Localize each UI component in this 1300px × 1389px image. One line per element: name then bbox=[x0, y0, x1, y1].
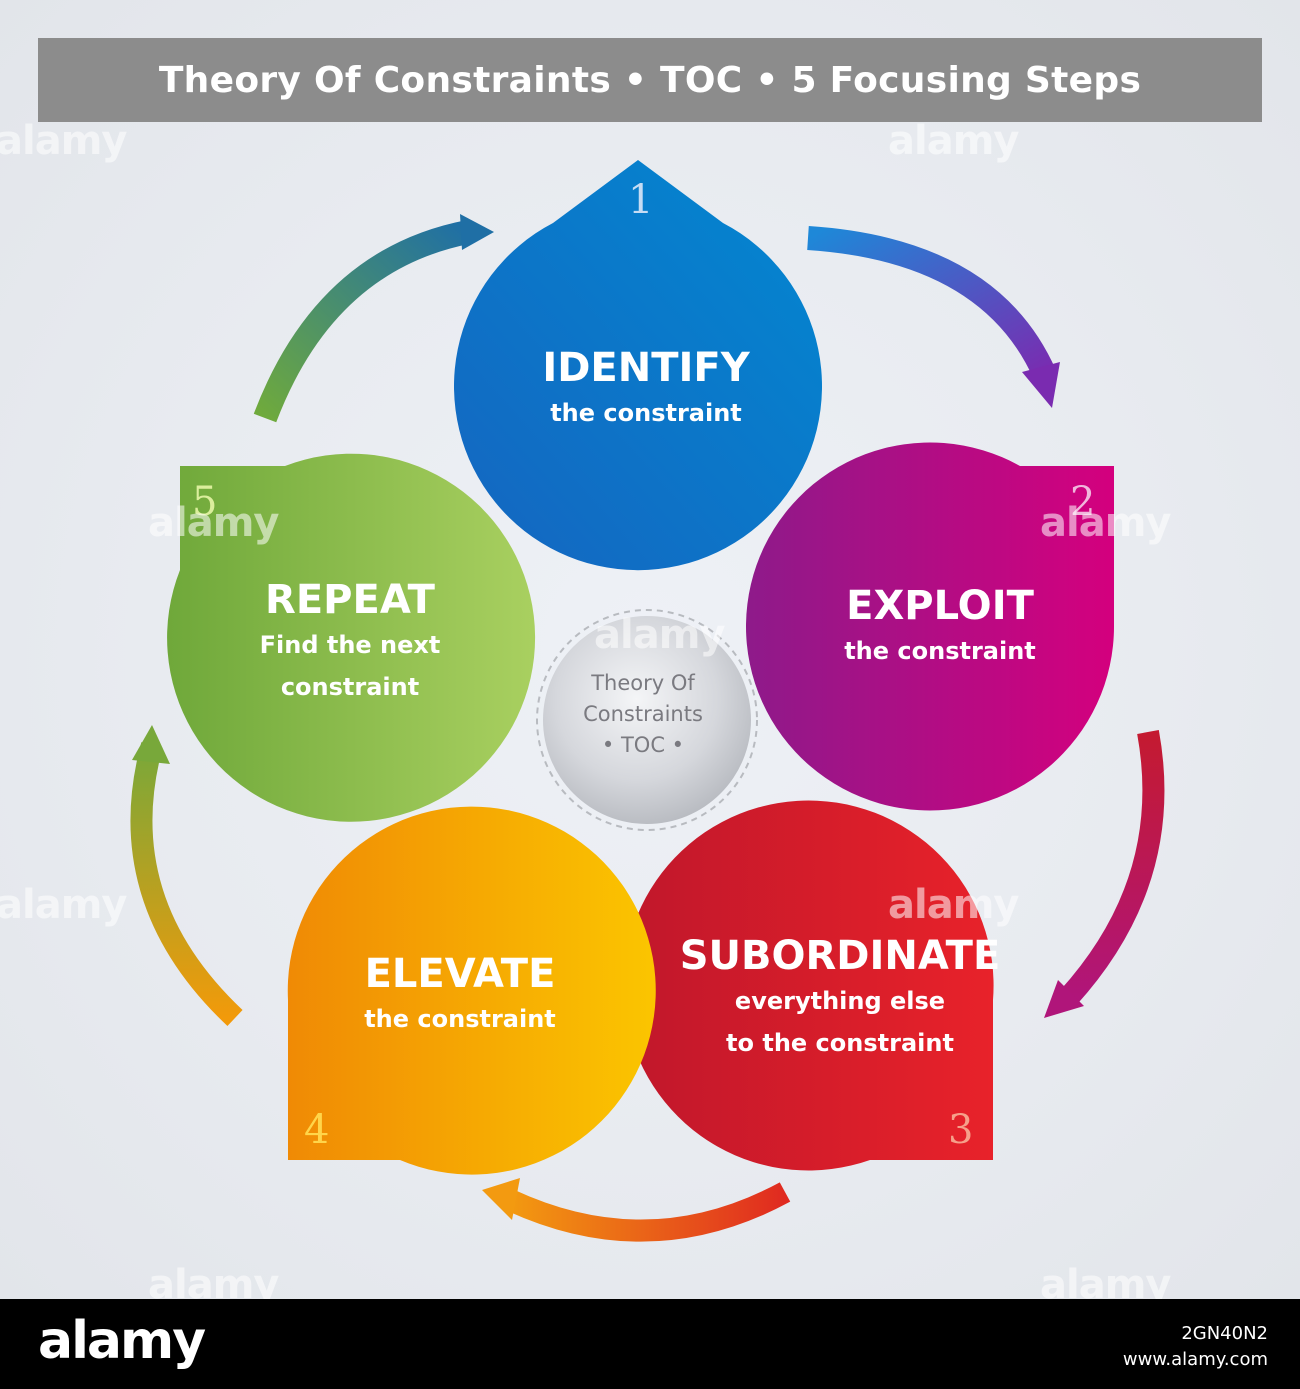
step-2-title: EXPLOIT bbox=[846, 583, 1034, 629]
step-5-subtitle-line1: Find the next bbox=[259, 631, 441, 659]
center-disc bbox=[543, 616, 751, 824]
step-1-text: IDENTIFY the constraint bbox=[496, 344, 796, 434]
diagram-title: Theory Of Constraints • TOC • 5 Focusing… bbox=[38, 38, 1262, 122]
step-5-bubble[interactable] bbox=[167, 453, 536, 822]
step-4-subtitle: the constraint bbox=[364, 1005, 556, 1033]
step-1-title: IDENTIFY bbox=[542, 345, 750, 391]
step-3-title: SUBORDINATE bbox=[679, 933, 1001, 979]
image-id: 2GN40N2 bbox=[1181, 1323, 1268, 1344]
diagram-canvas: Theory Of Constraints • TOC • 5 Focusing… bbox=[0, 0, 1300, 1299]
step-3-bubble[interactable] bbox=[623, 800, 994, 1171]
step-4-text: ELEVATE the constraint bbox=[310, 950, 610, 1040]
center-label-line2: Constraints bbox=[583, 702, 703, 726]
arrow-5-to-1 bbox=[253, 214, 494, 423]
step-3-number: 3 bbox=[948, 1107, 974, 1153]
step-4-bubble[interactable] bbox=[287, 806, 656, 1175]
center-label-line3: • TOC • bbox=[601, 733, 685, 757]
focusing-steps-diagram bbox=[130, 160, 1165, 1242]
step-5-subtitle-line2: constraint bbox=[280, 673, 420, 701]
step-3-subtitle-line1: everything else bbox=[734, 987, 946, 1015]
center-disc-dashed-ring bbox=[536, 609, 758, 831]
step-4-number: 4 bbox=[304, 1107, 330, 1153]
step-5-title: REPEAT bbox=[265, 577, 435, 623]
arrow-3-to-4 bbox=[482, 1178, 791, 1242]
step-1-bubble[interactable] bbox=[454, 160, 823, 571]
center-label: Theory Of Constraints • TOC • bbox=[548, 668, 738, 761]
center-label-line1: Theory Of bbox=[591, 671, 695, 695]
arrow-4-to-5 bbox=[130, 725, 243, 1026]
step-5-number: 5 bbox=[192, 479, 218, 525]
step-1-number: 1 bbox=[628, 177, 654, 223]
footer-bar: alamy 2GN40N2 www.alamy.com bbox=[0, 1299, 1300, 1389]
step-1-subtitle: the constraint bbox=[550, 399, 742, 427]
step-5-text: REPEAT Find the next constraint bbox=[200, 576, 500, 708]
step-3-text: SUBORDINATE everything else to the const… bbox=[660, 932, 1020, 1064]
image-credit: 2GN40N2 www.alamy.com bbox=[1123, 1321, 1268, 1373]
step-3-subtitle-line2: to the constraint bbox=[726, 1029, 954, 1057]
arrow-1-to-2 bbox=[807, 226, 1060, 408]
alamy-logo: alamy bbox=[38, 1311, 206, 1371]
arrow-2-to-3 bbox=[1044, 730, 1165, 1018]
step-4-title: ELEVATE bbox=[364, 951, 556, 997]
site-url: www.alamy.com bbox=[1122, 1349, 1268, 1370]
step-2-text: EXPLOIT the constraint bbox=[790, 582, 1090, 672]
step-2-number: 2 bbox=[1070, 479, 1096, 525]
step-2-bubble[interactable] bbox=[746, 442, 1115, 811]
step-2-subtitle: the constraint bbox=[844, 637, 1036, 665]
